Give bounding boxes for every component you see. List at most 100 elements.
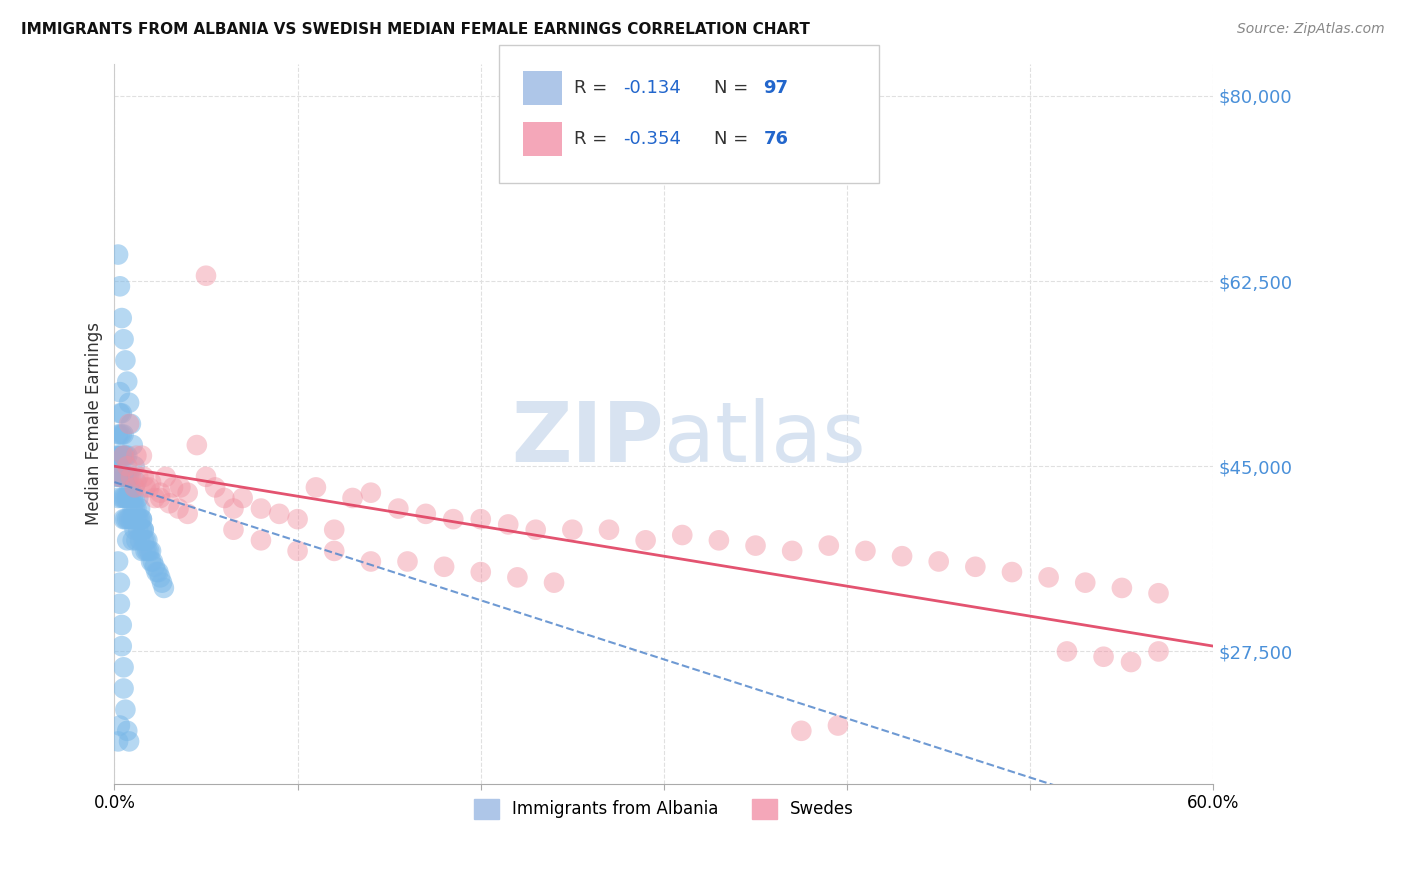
Swedes	[115, 459, 138, 474]
Immigrants from Albania	[108, 427, 131, 442]
Swedes	[125, 449, 148, 463]
Immigrants from Albania	[138, 544, 160, 558]
Swedes	[149, 485, 172, 500]
Immigrants from Albania	[132, 523, 155, 537]
Immigrants from Albania	[107, 470, 129, 484]
Immigrants from Albania	[111, 449, 134, 463]
Text: Source: ZipAtlas.com: Source: ZipAtlas.com	[1237, 22, 1385, 37]
Immigrants from Albania	[127, 512, 149, 526]
Immigrants from Albania	[108, 279, 131, 293]
Immigrants from Albania	[120, 512, 142, 526]
Immigrants from Albania	[108, 406, 131, 420]
Immigrants from Albania	[114, 449, 136, 463]
Swedes	[169, 480, 191, 494]
Swedes	[671, 528, 693, 542]
Immigrants from Albania	[118, 491, 141, 505]
Immigrants from Albania	[114, 703, 136, 717]
Immigrants from Albania	[121, 533, 143, 548]
Swedes	[287, 512, 309, 526]
Immigrants from Albania	[107, 449, 129, 463]
Text: 97: 97	[763, 79, 789, 97]
Immigrants from Albania	[108, 575, 131, 590]
Swedes	[634, 533, 657, 548]
Swedes	[112, 449, 135, 463]
Immigrants from Albania	[118, 734, 141, 748]
Swedes	[543, 575, 565, 590]
Swedes	[287, 544, 309, 558]
Swedes	[186, 438, 208, 452]
Swedes	[827, 718, 849, 732]
Immigrants from Albania	[108, 449, 131, 463]
Immigrants from Albania	[121, 438, 143, 452]
Swedes	[1147, 586, 1170, 600]
Swedes	[143, 491, 166, 505]
Swedes	[928, 554, 950, 568]
Immigrants from Albania	[135, 533, 157, 548]
Swedes	[305, 480, 328, 494]
Immigrants from Albania	[124, 459, 146, 474]
Text: 76: 76	[763, 130, 789, 148]
Swedes	[222, 523, 245, 537]
Swedes	[132, 470, 155, 484]
Swedes	[524, 523, 547, 537]
Swedes	[744, 539, 766, 553]
Immigrants from Albania	[135, 544, 157, 558]
Immigrants from Albania	[129, 533, 152, 548]
Immigrants from Albania	[127, 491, 149, 505]
Immigrants from Albania	[153, 581, 176, 595]
Text: atlas: atlas	[664, 398, 866, 479]
Swedes	[707, 533, 730, 548]
Swedes	[891, 549, 914, 564]
Immigrants from Albania	[121, 491, 143, 505]
Immigrants from Albania	[112, 449, 135, 463]
Immigrants from Albania	[112, 470, 135, 484]
Swedes	[155, 470, 177, 484]
Text: N =: N =	[714, 130, 754, 148]
Swedes	[167, 501, 190, 516]
Immigrants from Albania	[121, 512, 143, 526]
Swedes	[415, 507, 437, 521]
Immigrants from Albania	[107, 554, 129, 568]
Immigrants from Albania	[118, 512, 141, 526]
Swedes	[561, 523, 583, 537]
Legend: Immigrants from Albania, Swedes: Immigrants from Albania, Swedes	[467, 792, 860, 826]
Swedes	[162, 480, 184, 494]
Y-axis label: Median Female Earnings: Median Female Earnings	[86, 322, 103, 525]
Swedes	[195, 470, 218, 484]
Immigrants from Albania	[112, 427, 135, 442]
Immigrants from Albania	[114, 470, 136, 484]
Text: -0.354: -0.354	[623, 130, 681, 148]
Immigrants from Albania	[112, 332, 135, 346]
Immigrants from Albania	[115, 512, 138, 526]
Swedes	[222, 501, 245, 516]
Immigrants from Albania	[115, 723, 138, 738]
Immigrants from Albania	[131, 512, 153, 526]
Immigrants from Albania	[139, 554, 162, 568]
Immigrants from Albania	[108, 385, 131, 400]
Swedes	[176, 485, 198, 500]
Text: IMMIGRANTS FROM ALBANIA VS SWEDISH MEDIAN FEMALE EARNINGS CORRELATION CHART: IMMIGRANTS FROM ALBANIA VS SWEDISH MEDIA…	[21, 22, 810, 37]
Text: R =: R =	[574, 79, 613, 97]
Swedes	[342, 491, 364, 505]
Immigrants from Albania	[142, 554, 165, 568]
Swedes	[131, 449, 153, 463]
Immigrants from Albania	[115, 449, 138, 463]
Swedes	[1056, 644, 1078, 658]
Swedes	[118, 417, 141, 431]
Swedes	[1111, 581, 1133, 595]
Immigrants from Albania	[118, 470, 141, 484]
Immigrants from Albania	[118, 395, 141, 409]
Swedes	[1092, 649, 1115, 664]
Immigrants from Albania	[114, 353, 136, 368]
Immigrants from Albania	[136, 544, 159, 558]
Swedes	[441, 512, 464, 526]
Immigrants from Albania	[112, 660, 135, 674]
Immigrants from Albania	[149, 570, 172, 584]
Immigrants from Albania	[127, 523, 149, 537]
Immigrants from Albania	[115, 470, 138, 484]
Immigrants from Albania	[132, 523, 155, 537]
Immigrants from Albania	[129, 512, 152, 526]
Immigrants from Albania	[125, 512, 148, 526]
Immigrants from Albania	[111, 470, 134, 484]
Immigrants from Albania	[111, 427, 134, 442]
